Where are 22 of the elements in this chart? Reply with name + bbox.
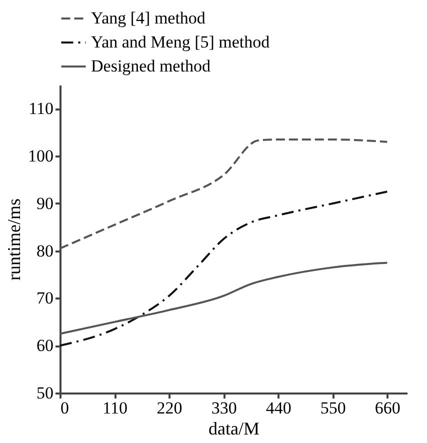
x-tick-label: 550 bbox=[320, 398, 346, 418]
x-tick-label: 440 bbox=[266, 398, 292, 418]
legend-label: Yang [4] method bbox=[91, 8, 206, 28]
y-tick-label: 60 bbox=[36, 336, 54, 356]
y-tick-label: 70 bbox=[36, 288, 54, 308]
x-tick-label: 660 bbox=[374, 398, 400, 418]
x-tick-label: 0 bbox=[60, 398, 69, 418]
x-tick-label: 220 bbox=[156, 398, 182, 418]
y-tick-label: 80 bbox=[36, 241, 54, 260]
line-series bbox=[59, 190, 388, 347]
y-tick-label: 90 bbox=[36, 194, 54, 213]
y-tick-label: 100 bbox=[28, 146, 54, 166]
line-series bbox=[59, 262, 388, 335]
y-axis-title: runtime/ms bbox=[4, 198, 24, 280]
y-tick-label: 50 bbox=[36, 384, 54, 402]
legend-label: Designed method bbox=[91, 56, 211, 76]
x-axis-title: data/M bbox=[208, 418, 260, 438]
x-tick-label: 110 bbox=[102, 398, 128, 418]
y-tick-label: 110 bbox=[28, 99, 54, 118]
legend-label: Yan and Meng [5] method bbox=[91, 32, 270, 52]
line-series bbox=[59, 138, 388, 250]
x-tick-label: 330 bbox=[211, 398, 237, 418]
